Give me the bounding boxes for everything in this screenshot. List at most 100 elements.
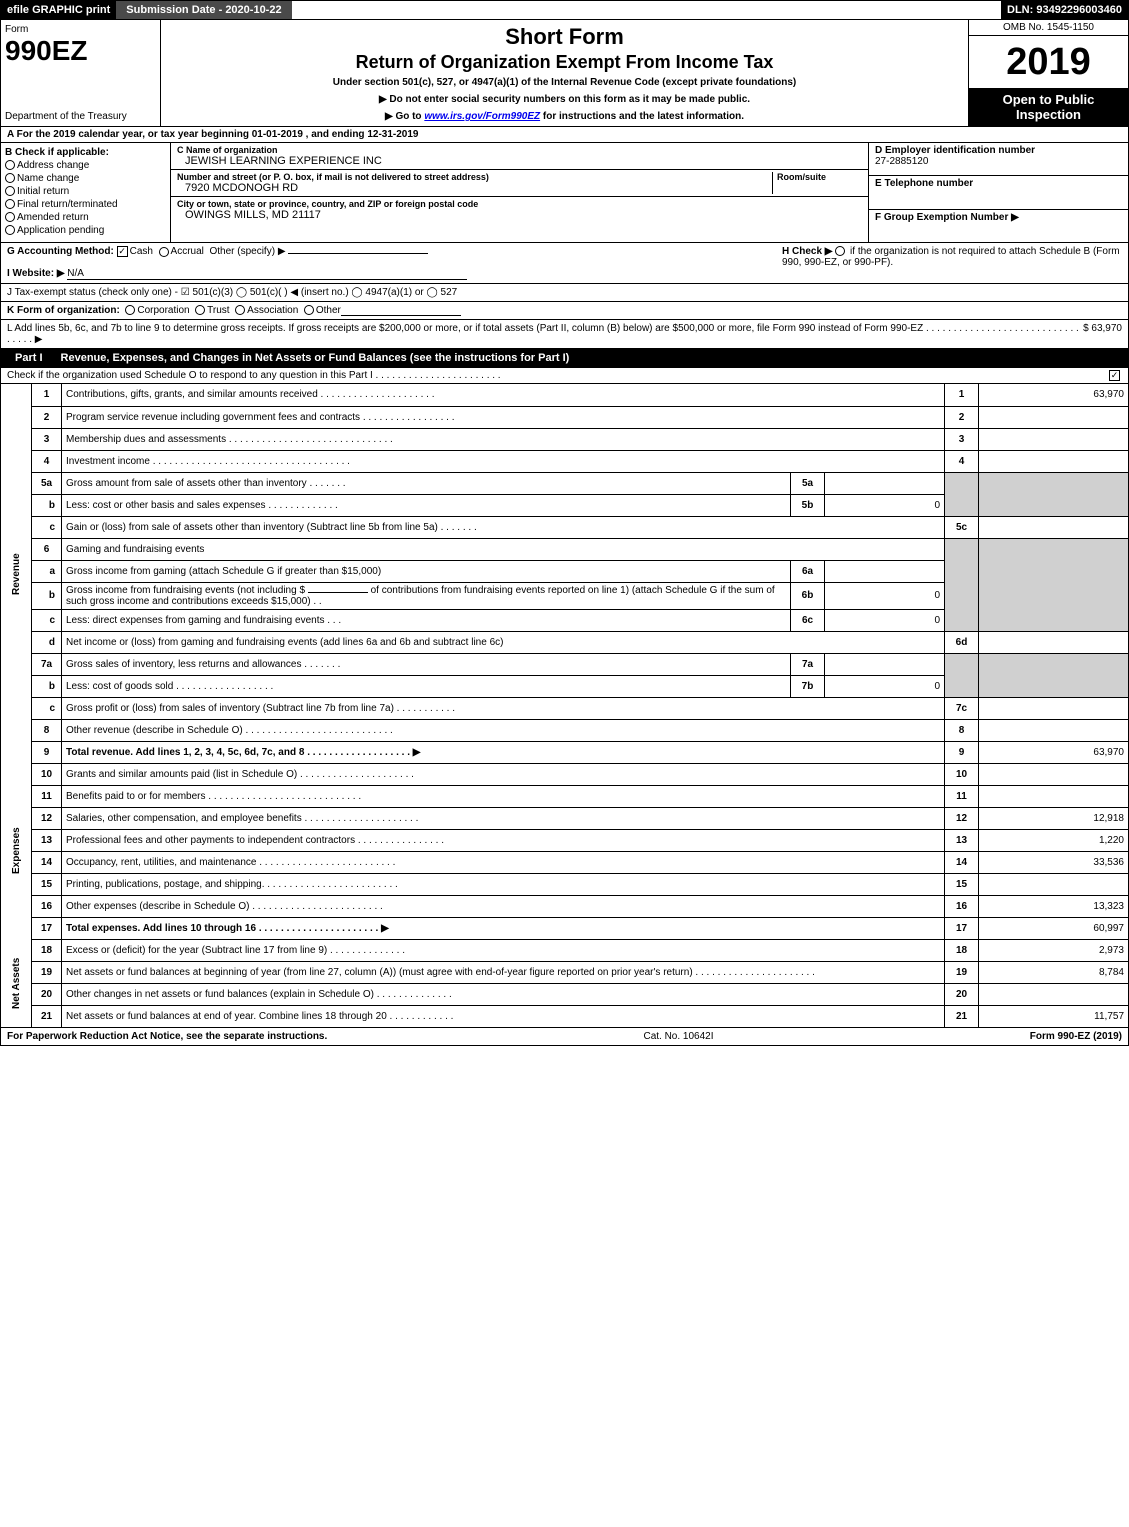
form-number: 990EZ bbox=[5, 35, 156, 67]
part-1-title: Revenue, Expenses, and Changes in Net As… bbox=[61, 352, 570, 364]
line-13: 13 Professional fees and other payments … bbox=[1, 829, 1129, 851]
chk-corporation[interactable] bbox=[125, 305, 135, 315]
title-return: Return of Organization Exempt From Incom… bbox=[169, 52, 960, 73]
org-name: JEWISH LEARNING EXPERIENCE INC bbox=[177, 155, 862, 167]
chk-application-pending[interactable]: Application pending bbox=[5, 225, 166, 236]
open-to-public: Open to Public Inspection bbox=[969, 88, 1128, 126]
header-mid: Short Form Return of Organization Exempt… bbox=[161, 20, 968, 126]
other-specify-line[interactable] bbox=[288, 253, 428, 254]
subline-goto: ▶ Go to www.irs.gov/Form990EZ for instru… bbox=[169, 111, 960, 122]
efile-label[interactable]: efile GRAPHIC print bbox=[1, 1, 116, 19]
c-name-cell: C Name of organization JEWISH LEARNING E… bbox=[171, 143, 868, 170]
line-6d: d Net income or (loss) from gaming and f… bbox=[1, 631, 1129, 653]
row-l: L Add lines 5b, 6c, and 7b to line 9 to … bbox=[0, 320, 1129, 349]
l-text: L Add lines 5b, 6c, and 7b to line 9 to … bbox=[7, 323, 1083, 345]
row-j: J Tax-exempt status (check only one) - ☑… bbox=[0, 284, 1129, 302]
section-def: D Employer identification number 27-2885… bbox=[868, 143, 1128, 242]
line-20: 20 Other changes in net assets or fund b… bbox=[1, 983, 1129, 1005]
chk-other-org[interactable] bbox=[304, 305, 314, 315]
k-label: K Form of organization: bbox=[7, 305, 120, 316]
chk-address-change[interactable]: Address change bbox=[5, 160, 166, 171]
subline-under-section: Under section 501(c), 527, or 4947(a)(1)… bbox=[169, 77, 960, 88]
website-value: N/A bbox=[67, 268, 467, 280]
subline-no-ssn: ▶ Do not enter social security numbers o… bbox=[169, 94, 960, 105]
footer-form-ref: Form 990-EZ (2019) bbox=[1030, 1031, 1122, 1042]
line-10: Expenses 10 Grants and similar amounts p… bbox=[1, 763, 1129, 785]
line-11: 11 Benefits paid to or for members . . .… bbox=[1, 785, 1129, 807]
j-text: J Tax-exempt status (check only one) - ☑… bbox=[7, 287, 457, 298]
line-17: 17 Total expenses. Add lines 10 through … bbox=[1, 917, 1129, 939]
f-group-cell: F Group Exemption Number ▶ bbox=[869, 210, 1128, 242]
other-org-line[interactable] bbox=[341, 305, 461, 316]
header-right: OMB No. 1545-1150 2019 Open to Public In… bbox=[968, 20, 1128, 126]
section-netassets-label: Net Assets bbox=[1, 939, 32, 1027]
fundraising-amt-blank[interactable] bbox=[308, 592, 368, 593]
chk-schedule-o[interactable] bbox=[1109, 370, 1120, 381]
row-k: K Form of organization: Corporation Trus… bbox=[0, 302, 1129, 320]
irs-link[interactable]: www.irs.gov/Form990EZ bbox=[424, 111, 540, 122]
line-2: 2 Program service revenue including gove… bbox=[1, 406, 1129, 428]
form-label: Form bbox=[5, 24, 156, 35]
part-1-header: Part I Revenue, Expenses, and Changes in… bbox=[0, 349, 1129, 368]
chk-initial-return[interactable]: Initial return bbox=[5, 186, 166, 197]
section-expenses-label: Expenses bbox=[1, 763, 32, 939]
chk-h[interactable] bbox=[835, 246, 845, 256]
check-o-text: Check if the organization used Schedule … bbox=[7, 370, 1109, 381]
line-19: 19 Net assets or fund balances at beginn… bbox=[1, 961, 1129, 983]
i-label: I Website: ▶ bbox=[7, 268, 65, 279]
d-ein-cell: D Employer identification number 27-2885… bbox=[869, 143, 1128, 176]
chk-association[interactable] bbox=[235, 305, 245, 315]
footer-left: For Paperwork Reduction Act Notice, see … bbox=[7, 1031, 327, 1042]
tax-year: 2019 bbox=[969, 36, 1128, 88]
dln-label: DLN: 93492296003460 bbox=[1001, 1, 1128, 19]
line-3: 3 Membership dues and assessments . . . … bbox=[1, 428, 1129, 450]
form-header: Form 990EZ Department of the Treasury Sh… bbox=[0, 20, 1129, 127]
line-14: 14 Occupancy, rent, utilities, and maint… bbox=[1, 851, 1129, 873]
line-6: 6 Gaming and fundraising events bbox=[1, 538, 1129, 560]
b-label: B Check if applicable: bbox=[5, 147, 109, 158]
goto-suffix: for instructions and the latest informat… bbox=[543, 111, 744, 122]
h-check: H Check ▶ if the organization is not req… bbox=[782, 246, 1122, 280]
row-a-text: A For the 2019 calendar year, or tax yea… bbox=[7, 129, 418, 140]
part-1-check-line: Check if the organization used Schedule … bbox=[0, 368, 1129, 384]
chk-accrual[interactable] bbox=[159, 247, 169, 257]
topbar-spacer bbox=[292, 1, 1001, 19]
row-g-h: G Accounting Method: Cash Accrual Other … bbox=[0, 243, 1129, 284]
chk-trust[interactable] bbox=[195, 305, 205, 315]
footer-cat-no: Cat. No. 10642I bbox=[327, 1031, 1029, 1042]
chk-final-return[interactable]: Final return/terminated bbox=[5, 199, 166, 210]
g-label: G Accounting Method: bbox=[7, 246, 114, 257]
goto-prefix: ▶ Go to bbox=[385, 111, 424, 122]
street-cell: Number and street (or P. O. box, if mail… bbox=[171, 170, 868, 197]
h-label: H Check ▶ bbox=[782, 246, 832, 257]
line-5a: 5a Gross amount from sale of assets othe… bbox=[1, 472, 1129, 494]
line-7a: 7a Gross sales of inventory, less return… bbox=[1, 653, 1129, 675]
l-amount: $ 63,970 bbox=[1083, 323, 1122, 345]
line-8: 8 Other revenue (describe in Schedule O)… bbox=[1, 719, 1129, 741]
section-b: B Check if applicable: Address change Na… bbox=[1, 143, 171, 242]
info-block: B Check if applicable: Address change Na… bbox=[0, 143, 1129, 243]
line-15: 15 Printing, publications, postage, and … bbox=[1, 873, 1129, 895]
section-c: C Name of organization JEWISH LEARNING E… bbox=[171, 143, 868, 242]
line-7c: c Gross profit or (loss) from sales of i… bbox=[1, 697, 1129, 719]
line-4: 4 Investment income . . . . . . . . . . … bbox=[1, 450, 1129, 472]
submission-date: Submission Date - 2020-10-22 bbox=[116, 1, 291, 19]
title-short-form: Short Form bbox=[169, 24, 960, 50]
chk-cash[interactable] bbox=[117, 246, 128, 257]
city-val: OWINGS MILLS, MD 21117 bbox=[177, 209, 862, 221]
f-label: F Group Exemption Number ▶ bbox=[875, 212, 1019, 223]
line-18: Net Assets 18 Excess or (deficit) for th… bbox=[1, 939, 1129, 961]
city-label: City or town, state or province, country… bbox=[177, 199, 862, 209]
line-1: Revenue 1 Contributions, gifts, grants, … bbox=[1, 384, 1129, 406]
line-16: 16 Other expenses (describe in Schedule … bbox=[1, 895, 1129, 917]
part-1-label: Part I bbox=[7, 352, 51, 364]
city-cell: City or town, state or province, country… bbox=[171, 197, 868, 223]
chk-name-change[interactable]: Name change bbox=[5, 173, 166, 184]
part-1-table: Revenue 1 Contributions, gifts, grants, … bbox=[0, 384, 1129, 1028]
chk-amended-return[interactable]: Amended return bbox=[5, 212, 166, 223]
row-a-tax-year: A For the 2019 calendar year, or tax yea… bbox=[0, 127, 1129, 143]
line-9: 9 Total revenue. Add lines 1, 2, 3, 4, 5… bbox=[1, 741, 1129, 763]
h-text: if the organization is not required to a… bbox=[782, 246, 1120, 268]
room-label: Room/suite bbox=[777, 172, 862, 182]
dept-label: Department of the Treasury bbox=[5, 111, 156, 122]
